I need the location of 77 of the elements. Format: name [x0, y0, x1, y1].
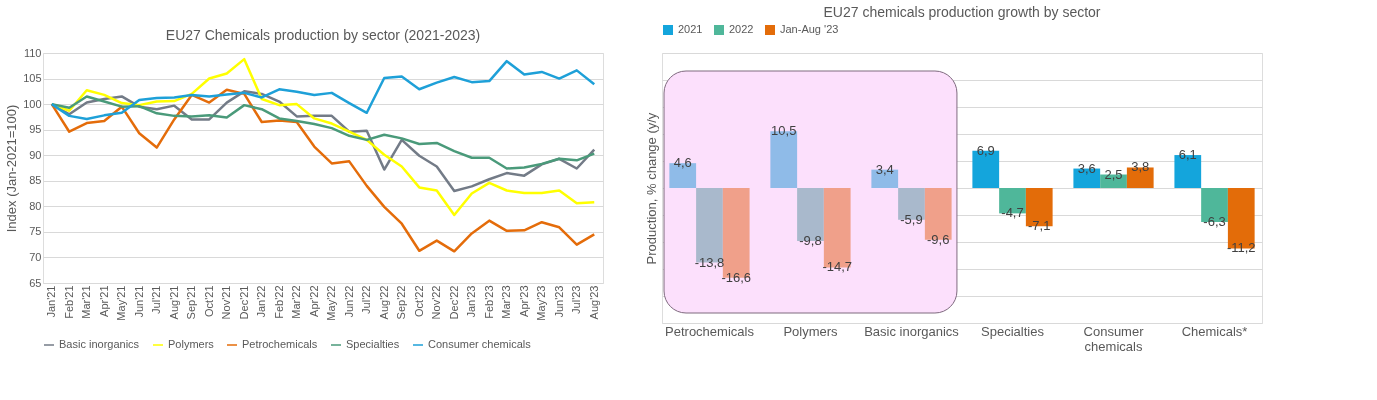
x-tick-label: Jul'23 [570, 285, 583, 314]
data-label: 4,6 [673, 155, 692, 171]
legend-label: 2022 [729, 23, 754, 35]
x-tick-label: Jun'21 [132, 285, 145, 318]
x-tick-label: Sep'21 [185, 285, 198, 320]
y-tick-label: 90 [29, 148, 42, 161]
x-tick-label: May'21 [115, 285, 128, 321]
x-tick-label: Jun'22 [342, 285, 355, 318]
x-tick-label: Dec'22 [447, 285, 460, 320]
data-label: -6,3 [1203, 214, 1226, 230]
x-tick-label: Feb'21 [62, 285, 75, 319]
x-tick-label: Feb'22 [272, 285, 285, 319]
legend-label: Jan-Aug '23 [780, 23, 839, 35]
data-label: 3,8 [1131, 159, 1150, 175]
x-tick-label: Apr'21 [97, 285, 110, 317]
x-tick-label: Dec'21 [237, 285, 250, 320]
y-tick-label: 100 [23, 97, 42, 110]
x-tick-label: Nov'21 [220, 285, 233, 320]
x-tick-label: Mar'22 [290, 285, 303, 319]
x-tick-label: Jun'23 [552, 285, 565, 318]
x-tick-label: May'22 [325, 285, 338, 321]
data-label: -9,6 [927, 231, 950, 247]
legend-label: Polymers [168, 338, 215, 350]
y-tick-label: 95 [29, 123, 42, 136]
data-label: -5,9 [900, 211, 923, 227]
x-tick-label: Chemicals* [1181, 323, 1248, 339]
line-series [50, 59, 596, 121]
y-tick-label: 110 [23, 46, 42, 59]
x-tick-label: Nov'22 [430, 285, 443, 320]
legend-label: Petrochemicals [242, 338, 318, 350]
x-tick-label: Oct'21 [202, 285, 215, 317]
y-tick-label: 75 [29, 225, 42, 238]
y-tick-label: 85 [29, 174, 42, 187]
legend-label: Specialties [346, 338, 400, 350]
x-tick-label: Sep'22 [395, 285, 408, 320]
data-label: 6,1 [1178, 147, 1197, 163]
x-tick-label: Mar'21 [80, 285, 93, 319]
x-tick-label: Specialties [981, 323, 1045, 339]
data-label: 2,5 [1104, 166, 1123, 182]
x-tick-label: Apr'23 [517, 285, 530, 317]
y-axis-title: Production, % change (y/y [643, 112, 659, 265]
x-tick-label: Jan'21 [45, 285, 58, 318]
legend-label: 2021 [678, 23, 703, 35]
line-series [50, 95, 596, 170]
x-tick-label: Jul'21 [150, 285, 163, 314]
data-label: -11,2 [1226, 240, 1256, 256]
legend-label: Basic inorganics [59, 338, 140, 350]
x-tick-label: Aug'22 [377, 285, 390, 320]
data-label: -13,8 [694, 254, 725, 270]
x-tick-label: Aug'21 [167, 285, 180, 320]
line-series [50, 88, 596, 253]
data-label: 3,6 [1077, 160, 1096, 176]
legend-label: Consumer chemicals [428, 338, 532, 350]
data-label: -14,7 [822, 259, 853, 275]
x-tick-label: Mar'23 [500, 285, 513, 319]
y-axis-title: Index (Jan-2021=100) [4, 104, 20, 233]
x-tick-label: Jan'23 [465, 285, 478, 318]
y-tick-label: 65 [29, 276, 42, 289]
x-tick-label: Polymers [783, 323, 839, 339]
x-tick-label: May'23 [535, 285, 548, 321]
x-tick-label: Feb'23 [482, 285, 495, 319]
y-tick-label: 105 [23, 72, 42, 85]
x-tick-label: Basic inorganics [864, 323, 960, 339]
chart-title: EU27 chemicals production growth by sector [823, 4, 1101, 20]
data-label: -16,6 [721, 269, 752, 285]
x-tick-label: Aug'23 [587, 285, 600, 320]
x-tick-label: Jan'22 [255, 285, 268, 318]
data-label: 3,4 [875, 161, 894, 177]
x-tick-label: Consumer chemicals [1083, 323, 1145, 354]
y-tick-label: 70 [29, 250, 42, 263]
x-tick-label: Oct'22 [412, 285, 425, 317]
x-tick-label: Jul'22 [360, 285, 373, 314]
x-tick-label: Petrochemicals [665, 323, 755, 339]
data-label: 10,5 [771, 123, 797, 139]
chart-title: EU27 Chemicals production by sector (2021-2023) [165, 27, 481, 43]
y-tick-label: 80 [29, 199, 42, 212]
x-tick-label: Apr'22 [307, 285, 320, 317]
